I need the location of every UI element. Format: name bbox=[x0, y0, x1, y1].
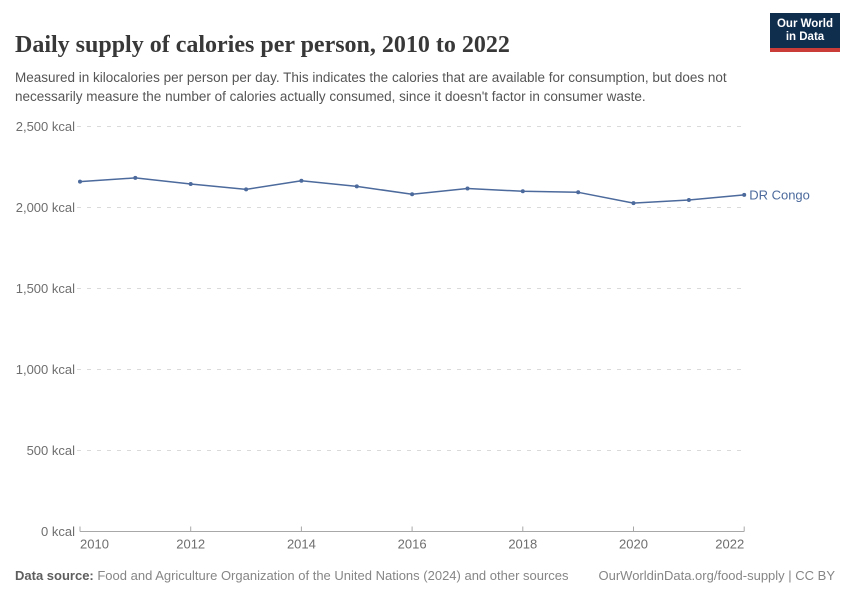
data-point bbox=[410, 192, 415, 197]
data-point bbox=[244, 187, 249, 192]
owid-logo-line1: Our World bbox=[776, 17, 833, 30]
owid-logo[interactable]: Our World in Data bbox=[770, 13, 840, 52]
x-tick-label: 2010 bbox=[80, 537, 109, 552]
owid-logo-line2: in Data bbox=[785, 30, 825, 43]
y-tick-label: 1,500 kcal bbox=[16, 281, 75, 296]
data-point bbox=[465, 186, 470, 191]
y-tick-label: 2,500 kcal bbox=[16, 119, 75, 134]
owid-url-link[interactable]: OurWorldinData.org/food-supply | CC BY bbox=[598, 568, 835, 583]
data-point bbox=[133, 175, 138, 180]
data-point bbox=[742, 192, 747, 197]
x-tick-label: 2022 bbox=[715, 537, 744, 552]
data-point bbox=[188, 182, 193, 186]
series-label[interactable]: DR Congo bbox=[749, 187, 810, 202]
data-source-label: Data source: bbox=[15, 568, 94, 583]
chart-subtitle: Measured in kilocalories per person per … bbox=[15, 69, 727, 104]
x-tick-label: 2018 bbox=[508, 537, 537, 552]
x-tick-label: 2016 bbox=[398, 537, 427, 552]
data-line bbox=[79, 177, 745, 204]
y-tick-label: 2,000 kcal bbox=[16, 200, 75, 215]
data-point bbox=[520, 189, 525, 194]
data-point bbox=[78, 179, 82, 184]
data-point bbox=[631, 201, 636, 206]
data-point bbox=[686, 198, 691, 202]
y-tick-label: 1,000 kcal bbox=[16, 362, 75, 377]
x-tick-label: 2014 bbox=[287, 537, 316, 552]
chart-footer: Data source: Food and Agriculture Organi… bbox=[15, 568, 835, 586]
x-tick-label: 2020 bbox=[619, 537, 648, 552]
data-point bbox=[299, 178, 304, 183]
chart-title: Daily supply of calories per person, 201… bbox=[15, 32, 510, 59]
data-point bbox=[354, 184, 359, 189]
y-tick-label: 500 kcal bbox=[27, 443, 76, 458]
x-tick-label: 2012 bbox=[176, 537, 205, 552]
data-point bbox=[576, 190, 581, 195]
data-source-text: Food and Agriculture Organization of the… bbox=[93, 568, 569, 583]
data-source-note: Data source: Food and Agriculture Organi… bbox=[15, 568, 569, 583]
y-tick-label: 0 kcal bbox=[41, 524, 75, 539]
